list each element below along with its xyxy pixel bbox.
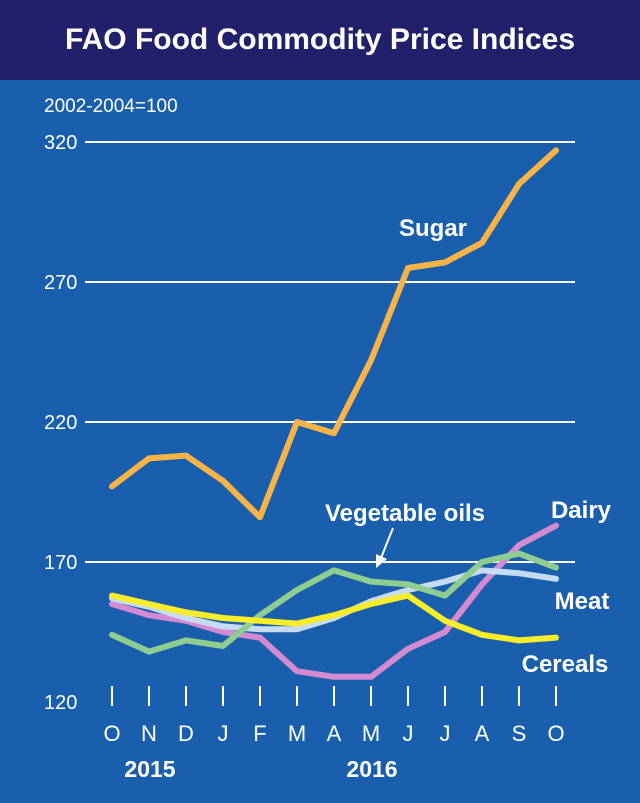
x-tick-label-2: D xyxy=(178,721,194,746)
y-tick-label-120: 120 xyxy=(44,692,77,714)
x-tick-label-5: M xyxy=(288,721,306,746)
y-tick-label-170: 170 xyxy=(44,552,77,574)
vegetable-oils-pointer-arrowhead xyxy=(376,554,387,568)
x-tick-label-8: J xyxy=(403,721,414,746)
x-tick-label-6: A xyxy=(327,721,342,746)
series-line-cereals xyxy=(109,592,559,644)
x-tick-label-4: F xyxy=(253,721,266,746)
year-label-2016: 2016 xyxy=(346,756,397,782)
x-tick-label-7: M xyxy=(362,721,380,746)
x-tick-label-0: O xyxy=(103,721,120,746)
series-label-cereals: Cereals xyxy=(522,651,609,678)
series-label-dairy: Dairy xyxy=(551,497,612,524)
series-label-sugar: Sugar xyxy=(399,215,467,242)
series-label-meat: Meat xyxy=(555,588,610,615)
y-tick-label-320: 320 xyxy=(44,132,77,154)
series-line-sugar xyxy=(109,147,559,521)
vegetable-oils-pointer-line xyxy=(380,527,394,559)
title-bar: FAO Food Commodity Price Indices xyxy=(0,0,640,80)
x-tick-label-12: O xyxy=(547,721,564,746)
x-tick-label-9: J xyxy=(440,721,451,746)
x-tick-label-11: S xyxy=(512,721,527,746)
chart-title: FAO Food Commodity Price Indices xyxy=(64,23,576,56)
series-line-dairy xyxy=(109,522,559,680)
x-tick-label-1: N xyxy=(141,721,157,746)
series-line-vegetable-oils xyxy=(109,550,559,655)
y-axis-label: 2002-2004=100 xyxy=(44,96,178,117)
y-tick-label-270: 270 xyxy=(44,272,77,294)
x-tick-label-3: J xyxy=(218,721,229,746)
x-tick-label-10: A xyxy=(475,721,490,746)
series-label-vegetable-oils: Vegetable oils xyxy=(325,500,485,527)
y-tick-label-220: 220 xyxy=(44,412,77,434)
year-label-2015: 2015 xyxy=(124,756,175,782)
